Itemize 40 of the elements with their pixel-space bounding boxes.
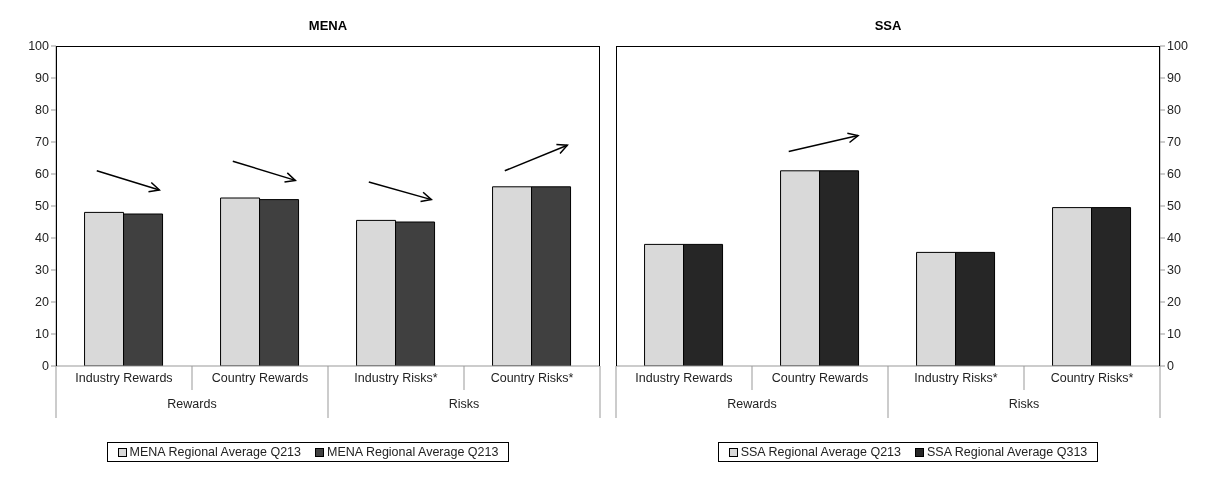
y-tick-label: 0 <box>42 359 50 374</box>
y-tick-label: 30 <box>35 263 50 278</box>
legend-label: MENA Regional Average Q213 <box>128 445 301 459</box>
text: Risks <box>448 397 480 411</box>
y-tick-label: 20 <box>1167 295 1181 310</box>
text: Rewards <box>727 397 777 411</box>
legend-label: MENA Regional Average Q213 <box>326 445 499 459</box>
y-tick-label: 90 <box>35 71 50 86</box>
text: Risks <box>1008 397 1040 411</box>
y-tick-label: 100 <box>1167 39 1188 54</box>
x-tick-label: Country Rewards <box>771 371 869 385</box>
x-tick-label: Industry Rewards <box>635 371 733 385</box>
y-tick-label: 40 <box>35 231 50 246</box>
x-tick-label: Country Risks* <box>1050 371 1134 385</box>
y-tick-label: 20 <box>35 295 50 310</box>
legend-label: SSA Regional Average Q313 <box>926 445 1088 459</box>
y-tick-label: 10 <box>1167 327 1181 342</box>
chart-title: MENA <box>307 18 349 33</box>
y-tick-label: 0 <box>1167 359 1174 374</box>
x-tick-label: Industry Risks* <box>354 371 438 385</box>
x-tick-label: Industry Rewards <box>75 371 173 385</box>
y-tick-label: 70 <box>35 135 50 150</box>
y-tick-label: 60 <box>1167 167 1181 182</box>
legend-label: SSA Regional Average Q213 <box>739 445 901 459</box>
text: Rewards <box>167 397 217 411</box>
y-tick-label: 70 <box>1167 135 1181 150</box>
x-tick-label: Country Risks* <box>490 371 574 385</box>
y-tick-label: 50 <box>1167 199 1181 214</box>
y-tick-label: 10 <box>35 327 50 342</box>
y-tick-label: 30 <box>1167 263 1181 278</box>
chart-title: SSA <box>873 18 903 33</box>
y-tick-label: 40 <box>1167 231 1181 246</box>
y-tick-label: 60 <box>35 167 50 182</box>
y-tick-label: 90 <box>1167 71 1181 86</box>
y-tick-label: 80 <box>1167 103 1181 118</box>
x-tick-label: Industry Risks* <box>914 371 998 385</box>
x-tick-label: Country Rewards <box>211 371 309 385</box>
y-tick-label: 80 <box>35 103 50 118</box>
y-tick-label: 50 <box>35 199 50 214</box>
y-tick-label: 100 <box>28 39 50 54</box>
